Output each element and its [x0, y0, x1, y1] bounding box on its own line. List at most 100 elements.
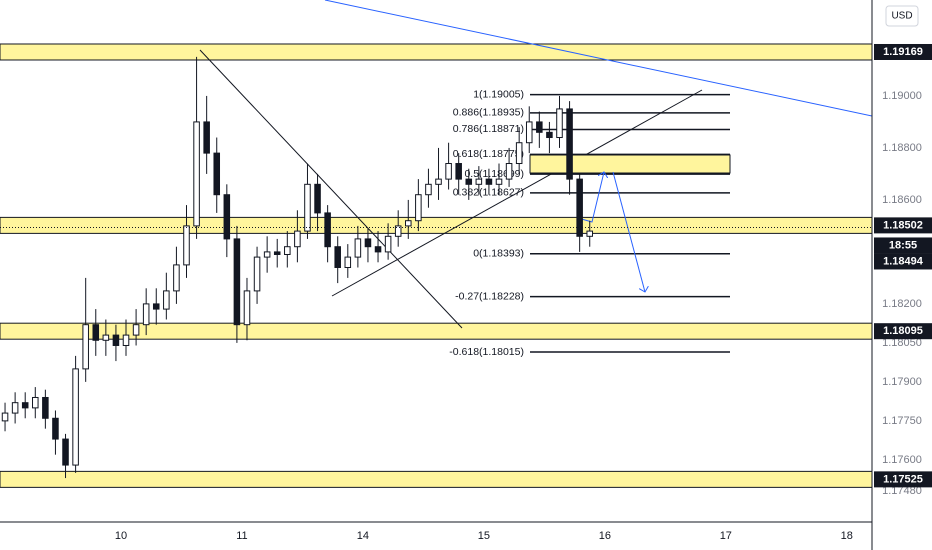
- candle-body: [334, 246, 341, 268]
- candle-body: [62, 438, 69, 466]
- candle-body: [32, 396, 39, 409]
- candle-body: [566, 108, 573, 180]
- candle-body: [52, 417, 59, 440]
- y-tick-label: 1.18600: [882, 194, 922, 206]
- candle-body: [344, 256, 352, 268]
- level-tag: [874, 471, 932, 488]
- last-price-tag: [874, 253, 932, 270]
- candle-body: [112, 334, 120, 346]
- fib-label: -0.27(1.18228): [455, 290, 524, 302]
- fib-label: 0.786(1.18871): [453, 123, 524, 135]
- level-zone: [0, 322, 873, 340]
- candle-body: [223, 194, 231, 240]
- candle-body: [92, 324, 100, 341]
- candle-body: [213, 152, 221, 196]
- level-tag: [874, 217, 932, 234]
- candle-body: [465, 178, 473, 185]
- candle-body: [536, 121, 543, 133]
- candle-body: [445, 163, 452, 180]
- candle-body: [304, 183, 311, 232]
- candle-body: [314, 183, 321, 214]
- y-tick-label: 1.17600: [882, 454, 922, 466]
- candle-body: [11, 402, 19, 414]
- candle-body: [152, 303, 160, 310]
- candle-body: [405, 220, 412, 227]
- fib-label: 0.886(1.18935): [453, 107, 524, 119]
- candle-body: [374, 246, 382, 253]
- trend-line: [324, 0, 872, 117]
- x-tick-label: 17: [720, 530, 732, 542]
- candle-body: [475, 178, 483, 185]
- candles: [0, 56, 872, 479]
- x-tick-label: 15: [478, 530, 490, 542]
- candle-body: [253, 256, 261, 292]
- y-tick-label: 1.18200: [882, 298, 922, 310]
- trend-line: [331, 89, 703, 297]
- level-zone: [0, 216, 873, 234]
- fib-label: 0.5(1.18699): [464, 168, 524, 180]
- candle-body: [394, 225, 402, 237]
- y-tick-label: 1.19000: [882, 90, 922, 102]
- fib-label: -0.618(1.18015): [449, 346, 524, 358]
- fib-label: 0(1.18393): [473, 248, 524, 260]
- candle-body: [384, 235, 392, 253]
- trend-line: [199, 49, 463, 329]
- candle-body: [324, 212, 331, 248]
- candle-body: [1, 412, 9, 422]
- candle-body: [455, 163, 462, 180]
- candle-body: [556, 108, 563, 139]
- candle-body: [72, 368, 79, 466]
- candle-body: [163, 290, 170, 310]
- candle-body: [132, 324, 140, 336]
- y-tick-label: 1.17750: [882, 415, 922, 427]
- candle-body: [263, 251, 271, 258]
- candle-body: [173, 264, 180, 292]
- candle-body: [485, 178, 493, 185]
- candle-body: [435, 178, 442, 185]
- fib-label: 1(1.19005): [473, 88, 524, 100]
- countdown-label: 18:55: [889, 239, 917, 251]
- candle-body: [425, 183, 432, 196]
- x-tick-label: 14: [357, 530, 369, 542]
- candle-body: [102, 334, 110, 341]
- candle-body: [586, 230, 594, 237]
- y-tick-label: 1.17480: [882, 485, 922, 497]
- x-tick-label: 16: [599, 530, 611, 542]
- candle-body: [82, 324, 89, 370]
- level-tag: [874, 43, 932, 60]
- candle-body: [273, 251, 281, 256]
- candle-body: [233, 238, 241, 326]
- candle-body: [576, 178, 583, 237]
- candle-body: [243, 290, 251, 326]
- candle-body: [142, 303, 150, 326]
- x-tick-label: 10: [115, 530, 127, 542]
- candle-body: [193, 121, 200, 227]
- fib-label: 0.382(1.18627): [453, 187, 524, 199]
- candle-body: [21, 402, 29, 409]
- y-tick-label: 1.18050: [882, 337, 922, 349]
- candle-body: [364, 238, 372, 248]
- candle-body: [284, 246, 291, 256]
- currency-button[interactable]: [885, 5, 919, 27]
- level-tag-label: 1.17525: [883, 473, 923, 485]
- x-tick-label: 11: [236, 530, 247, 542]
- countdown-tag: [874, 237, 932, 254]
- candle-body: [415, 194, 422, 222]
- y-tick-label: 1.18800: [882, 142, 922, 154]
- level-tag-label: 1.18502: [883, 219, 923, 231]
- level-zone: [0, 470, 873, 488]
- level-tag-label: 1.18095: [883, 325, 923, 337]
- candle-body: [354, 238, 362, 258]
- level-zone: [0, 43, 873, 61]
- candle-body: [122, 334, 130, 346]
- projection-arrow: [612, 171, 645, 292]
- candle-body: [495, 178, 503, 185]
- candle-body: [546, 131, 553, 139]
- candle-body: [183, 225, 190, 266]
- zone-box: [529, 154, 731, 174]
- currency-label: USD: [891, 11, 912, 22]
- level-tag: [874, 323, 932, 340]
- candle-body: [203, 121, 210, 154]
- fib-label: 0.618(1.18775): [453, 148, 524, 160]
